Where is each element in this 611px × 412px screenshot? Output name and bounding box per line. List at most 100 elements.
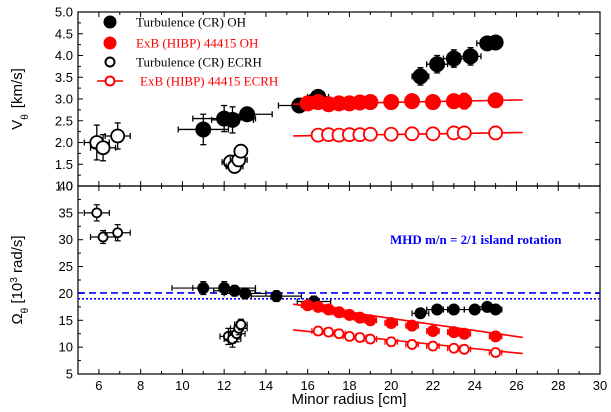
data-point <box>488 347 503 358</box>
data-point <box>426 325 440 338</box>
y-axis-label: Vθ [km/s] <box>9 68 31 130</box>
y-tick-label: 1.5 <box>55 157 73 172</box>
data-marker <box>383 126 399 142</box>
y-axis-label-subscript: θ <box>20 307 31 313</box>
legend-marker <box>104 75 116 87</box>
data-point <box>488 303 503 316</box>
x-tick-label: 14 <box>259 378 273 393</box>
x-tick-label: 10 <box>175 378 189 393</box>
data-point <box>89 134 117 162</box>
series-2 <box>83 204 248 348</box>
y-axis-label-unit: rad/s] <box>9 235 26 277</box>
y-tick-label: 25 <box>59 259 73 274</box>
data-marker <box>427 340 439 352</box>
data-marker <box>112 227 124 239</box>
bottom-panel: 5 10 15 20 25 30 35 40 6 8 10 12 14 16 18 20 22 24 26 28 30 M… <box>9 179 608 409</box>
data-marker <box>404 126 420 142</box>
data-point <box>442 49 465 68</box>
data-point <box>426 340 440 352</box>
data-marker <box>458 327 471 340</box>
data-point <box>321 326 336 338</box>
series-3 <box>293 125 523 143</box>
x-tick-label: 30 <box>593 378 607 393</box>
data-point <box>488 125 504 141</box>
series-3 <box>292 325 523 358</box>
y-tick-label: 2.0 <box>55 135 73 150</box>
data-marker <box>354 332 366 343</box>
y-axis-label-symbol: V <box>9 120 26 130</box>
y-tick-label: 5.0 <box>55 5 73 20</box>
data-point <box>456 92 473 110</box>
data-marker <box>488 125 504 141</box>
data-point <box>426 54 449 74</box>
x-tick-label: 16 <box>300 378 314 393</box>
data-point <box>223 287 267 300</box>
data-marker <box>228 284 241 297</box>
data-point <box>300 299 315 312</box>
y-tick-label: 3.5 <box>55 70 73 85</box>
series-2 <box>83 122 249 174</box>
data-point <box>234 318 248 331</box>
data-marker <box>364 333 376 345</box>
legend-label: ExB (HIBP) 44415 ECRH <box>140 74 278 89</box>
y-axis-label-unit-exponent: 3 <box>9 277 20 283</box>
y-axis-label-symbol: Ω <box>9 313 26 324</box>
data-marker <box>412 68 429 85</box>
data-marker <box>425 126 441 142</box>
x-tick-label: 12 <box>217 378 231 393</box>
data-marker <box>233 143 249 159</box>
x-tick-label: 28 <box>551 378 565 393</box>
y-tick-label: 1.0 <box>55 179 73 194</box>
data-point <box>89 229 117 245</box>
y-tick-label: 30 <box>59 232 73 247</box>
x-tick-label: 20 <box>384 378 398 393</box>
data-point <box>221 106 273 123</box>
data-marker <box>456 93 473 110</box>
data-point <box>424 94 441 111</box>
y-tick-label: 20 <box>59 286 73 301</box>
data-point <box>363 314 378 327</box>
legend-marker <box>103 15 117 29</box>
data-marker <box>239 287 252 300</box>
data-marker <box>362 126 378 142</box>
data-marker <box>333 328 345 340</box>
y-tick-label: 5 <box>66 367 73 382</box>
data-point <box>425 126 441 142</box>
data-marker <box>406 319 419 332</box>
data-point <box>459 47 482 66</box>
data-marker <box>95 140 111 156</box>
data-point <box>352 127 368 143</box>
data-marker <box>414 307 427 320</box>
series-1 <box>293 92 523 113</box>
data-marker <box>383 94 400 111</box>
y-tick-label: 4.5 <box>55 26 73 41</box>
data-point <box>411 67 430 86</box>
bottom-plot-frame <box>77 185 601 375</box>
x-tick-label: 18 <box>342 378 356 393</box>
y-axis-label-unit: [km/s] <box>9 68 26 108</box>
data-point <box>362 126 378 142</box>
data-point <box>104 122 131 150</box>
data-point <box>442 303 465 316</box>
x-tick-label: 8 <box>137 378 144 393</box>
y-axis-label: Ωθ [103 rad/s] <box>9 235 31 324</box>
legend-label: Turbulence (CR) OH <box>136 15 246 30</box>
data-point <box>363 333 378 345</box>
y-tick-label: 35 <box>59 205 73 220</box>
data-marker <box>323 326 334 338</box>
data-marker <box>344 330 355 342</box>
data-marker <box>362 94 379 111</box>
data-marker <box>429 56 446 73</box>
data-point <box>487 92 504 109</box>
data-marker <box>404 93 421 110</box>
legend-entry: Turbulence (CR) OH <box>103 15 246 30</box>
annotation-label: MHD m/n = 2/1 island rotation <box>390 232 562 247</box>
data-point <box>457 343 472 355</box>
x-tick-label: 22 <box>426 378 440 393</box>
legend-label: ExB (HIBP) 44415 OH <box>136 36 258 51</box>
data-marker <box>458 343 470 355</box>
y-tick-label: 10 <box>59 340 73 355</box>
y-tick-label: 15 <box>59 313 73 328</box>
data-marker <box>91 207 103 219</box>
